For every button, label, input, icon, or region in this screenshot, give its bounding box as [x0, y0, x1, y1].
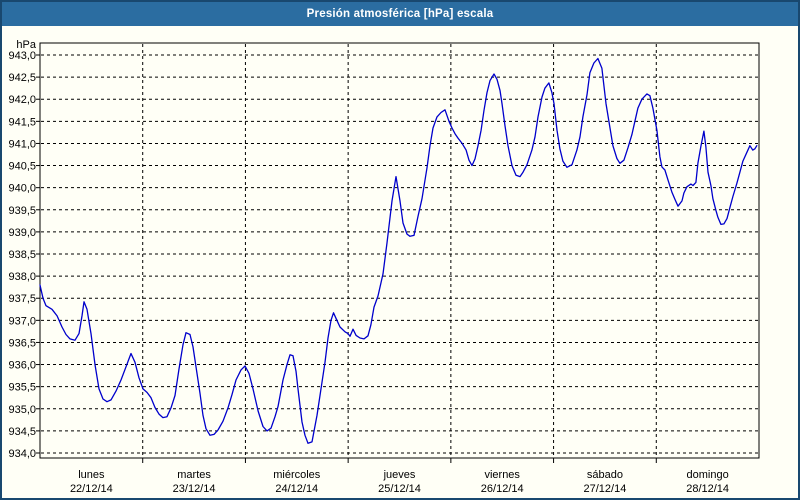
title-bar: Presión atmosférica [hPa] escala	[2, 2, 798, 26]
y-axis-tick-label: 936,0	[8, 360, 36, 372]
day-date-label: 26/12/14	[481, 483, 524, 495]
y-axis-tick-label: 939,5	[8, 205, 36, 217]
day-name-label: viernes	[484, 469, 520, 481]
y-axis-unit-label: hPa	[16, 39, 36, 51]
y-axis-tick-label: 941,5	[8, 116, 36, 128]
pressure-line	[39, 57, 758, 444]
y-axis-tick-label: 937,5	[8, 293, 36, 305]
day-name-label: miércoles	[273, 469, 321, 481]
day-name-label: martes	[177, 469, 211, 481]
day-date-label: 27/12/14	[584, 483, 627, 495]
y-axis-tick-label: 938,0	[8, 271, 36, 283]
chart-area: hPa 943,0 942,5 942,0 941,5 941,0 940,5 940,0 93…	[2, 26, 798, 498]
y-axis-tick-label: 942,0	[8, 94, 36, 106]
y-axis-tick-label: 936,5	[8, 337, 36, 349]
y-axis-tick-label: 942,5	[8, 72, 36, 84]
y-axis-tick-label: 940,5	[8, 161, 36, 173]
y-axis-tick-label: 938,5	[8, 249, 36, 261]
day-name-label: lunes	[78, 469, 105, 481]
day-name-label: domingo	[687, 469, 729, 481]
y-axis-tick-label: 934,0	[8, 448, 36, 460]
y-axis-tick-label: 934,5	[8, 426, 36, 438]
y-axis-tick-label: 937,0	[8, 315, 36, 327]
axis-ticks	[36, 54, 657, 463]
y-axis-tick-label: 941,0	[8, 138, 36, 150]
plot-frame	[39, 42, 760, 459]
y-axis-tick-label: 935,0	[8, 404, 36, 416]
day-name-label: jueves	[383, 469, 416, 481]
day-date-label: 28/12/14	[686, 483, 729, 495]
y-axis-tick-label: 943,0	[8, 50, 36, 62]
day-date-label: 25/12/14	[378, 483, 421, 495]
day-date-label: 22/12/14	[70, 483, 113, 495]
y-axis-tick-label: 935,5	[8, 382, 36, 394]
x-axis-labels: lunes 22/12/14 martes 23/12/14 miércoles 24/1…	[70, 469, 729, 495]
day-date-label: 23/12/14	[173, 483, 216, 495]
y-axis-tick-label: 939,0	[8, 227, 36, 239]
chart-title: Presión atmosférica [hPa] escala	[306, 8, 494, 20]
y-axis-tick-label: 940,0	[8, 183, 36, 195]
day-name-label: sábado	[587, 469, 623, 481]
day-date-label: 24/12/14	[275, 483, 318, 495]
